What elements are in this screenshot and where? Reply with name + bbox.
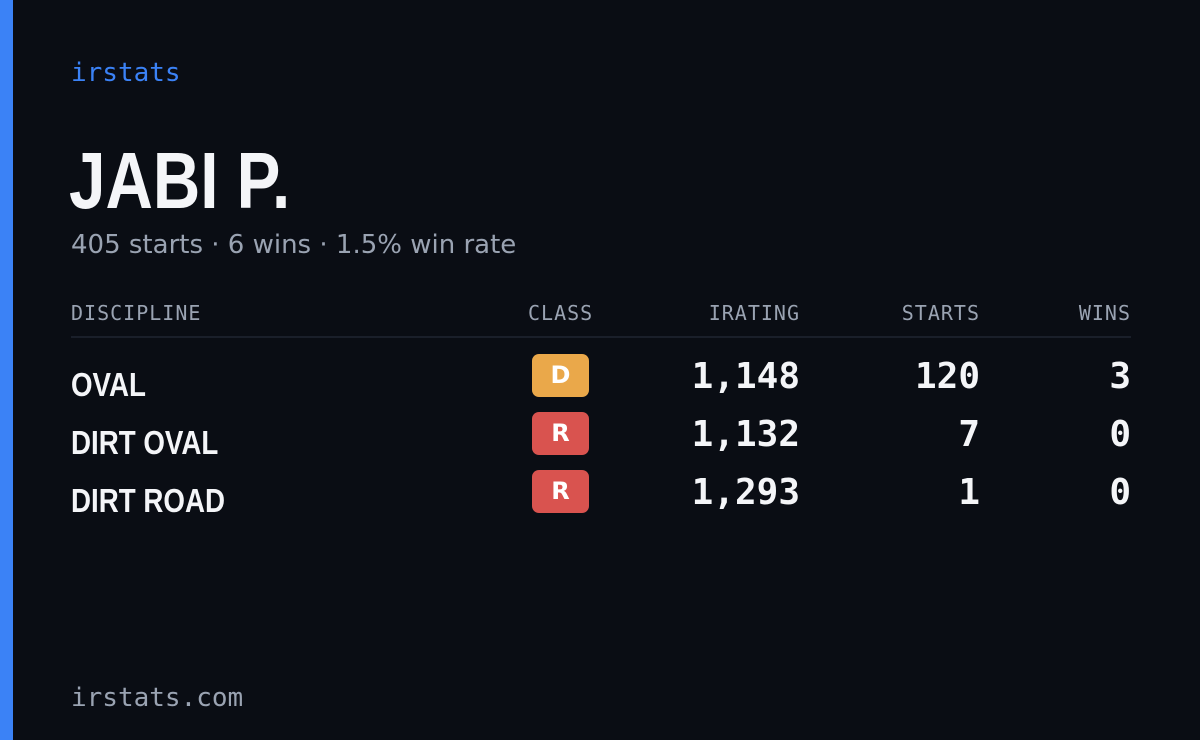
license-class-badge: D — [532, 354, 589, 397]
irating-value: 1,148 — [691, 356, 800, 397]
driver-name: JABI P. — [69, 136, 291, 225]
table-header: DISCIPLINE CLASS IRATING STARTS WINS — [71, 298, 1131, 338]
table-body: OVAL D 1,148 120 3 DIRT OVAL R 1,132 7 0… — [71, 338, 1131, 528]
header-discipline: DISCIPLINE — [71, 301, 202, 325]
header-starts: STARTS — [901, 301, 980, 325]
table-row: DIRT OVAL R 1,132 7 0 — [71, 412, 1131, 470]
accent-bar — [0, 0, 13, 740]
irating-value: 1,293 — [691, 472, 800, 513]
license-class-badge: R — [532, 470, 589, 513]
starts-value: 1 — [958, 472, 980, 513]
license-class-badge: R — [532, 412, 589, 455]
discipline-name: DIRT OVAL — [71, 424, 219, 461]
discipline-name: DIRT ROAD — [71, 482, 225, 519]
brand-logo: irstats — [71, 58, 181, 88]
wins-value: 3 — [1109, 356, 1131, 397]
discipline-table: DISCIPLINE CLASS IRATING STARTS WINS OVA… — [71, 298, 1131, 528]
starts-value: 7 — [958, 414, 980, 455]
starts-value: 120 — [914, 356, 980, 397]
irating-value: 1,132 — [691, 414, 800, 455]
header-irating: IRATING — [708, 301, 800, 325]
table-row: OVAL D 1,148 120 3 — [71, 354, 1131, 412]
wins-value: 0 — [1109, 414, 1131, 455]
header-wins: WINS — [1078, 301, 1131, 325]
driver-summary: 405 starts · 6 wins · 1.5% win rate — [71, 230, 517, 260]
discipline-name: OVAL — [71, 366, 146, 403]
header-class: CLASS — [528, 301, 594, 325]
footer-url: irstats.com — [71, 683, 244, 713]
table-row: DIRT ROAD R 1,293 1 0 — [71, 470, 1131, 528]
wins-value: 0 — [1109, 472, 1131, 513]
